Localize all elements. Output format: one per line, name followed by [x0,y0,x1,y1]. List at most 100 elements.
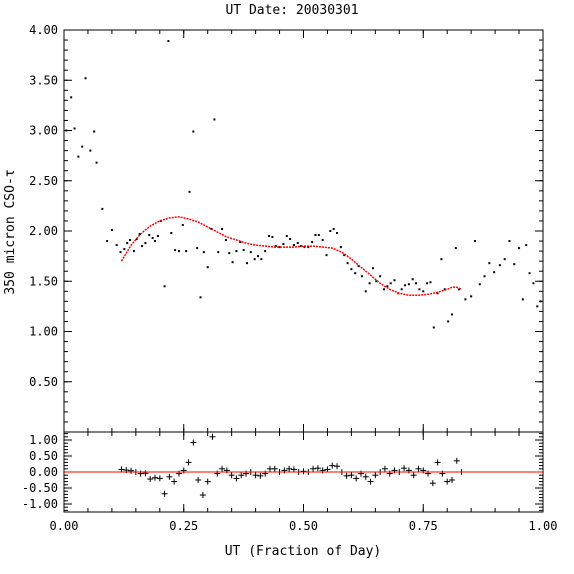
residual-point [233,475,240,482]
data-point [77,155,80,158]
residual-point [401,465,408,472]
residual-point [381,465,388,472]
data-point [151,237,154,240]
data-point [249,251,252,254]
data-point [196,247,199,250]
residual-point [362,473,369,480]
residual-point [429,480,436,487]
data-point [221,227,224,230]
data-point [336,232,339,235]
residual-point [348,472,355,479]
data-point [317,234,320,237]
residual-point [209,433,216,440]
data-point [357,265,360,268]
main-plot-panel: 0.50 1.00 1.50 2.00 2.50 3.00 3.50 4.00 [29,23,544,433]
data-point [364,290,367,293]
data-point [84,77,87,80]
data-point [260,258,263,261]
data-point [371,267,374,270]
y-tick-label: 1.00 [29,325,58,339]
data-point [289,238,292,241]
data-point [432,326,435,329]
data-point [282,243,285,246]
data-point [163,285,166,288]
y-tick-label: 1.50 [29,274,58,288]
data-point [181,223,184,226]
x-tick-label: 0.75 [409,519,438,533]
data-point [379,275,382,278]
data-point [354,272,357,275]
x-tick-label: 0.25 [169,519,198,533]
residual-point [195,477,202,483]
data-point [440,258,443,261]
x-tick-label: 1.00 [529,519,558,533]
data-point [148,234,151,237]
data-point [129,239,132,242]
data-point [185,250,188,253]
y-tick-label: 0.50 [29,375,58,389]
residual-point [415,465,422,472]
residual-point [310,465,317,472]
residual-point [152,474,159,481]
data-point [115,244,118,247]
data-point [478,283,481,286]
data-point [332,227,335,230]
data-point [521,298,524,301]
data-point [429,281,432,284]
data-point [126,242,129,245]
y-tick-label: 0.00 [29,465,58,479]
data-point [132,250,135,253]
data-point [239,241,242,244]
data-point [422,290,425,293]
residual-point [453,457,460,464]
data-point [311,241,314,244]
data-point [458,288,461,291]
data-point [81,145,84,148]
data-point [400,288,403,291]
fit-curve [120,216,462,297]
residual-point [185,459,192,466]
y-axis-label: 350 micron CSO-τ [3,169,18,294]
data-point [303,246,306,249]
data-point [245,262,248,265]
data-point [271,236,274,239]
data-point [202,251,205,254]
data-point [213,118,216,121]
y-tick-label: 3.50 [29,73,58,87]
data-point [407,283,410,286]
residual-point [118,466,125,473]
chart-title: UT Date: 20030301 [225,3,358,18]
data-point [256,255,259,258]
residual-point [199,492,206,499]
data-point [488,262,491,265]
x-axis-label: UT (Fraction of Day) [225,544,382,559]
residual-point [343,472,350,479]
data-point [174,249,177,252]
data-point [65,129,68,132]
data-point [483,275,486,278]
residual-point [142,470,149,477]
residual-point [228,472,235,479]
residual-point [314,465,321,472]
y-tick-label: 1.00 [29,433,58,447]
residual-point [271,465,278,472]
data-point [188,190,191,193]
data-point [404,284,407,287]
data-point [177,250,180,253]
data-point [513,263,516,266]
residual-point [219,465,226,472]
data-point [278,246,281,249]
residual-point [434,459,441,466]
data-point [426,282,429,285]
data-point [503,258,506,261]
residual-point [128,467,135,474]
residual-point [161,490,168,497]
data-point [89,149,92,152]
data-point [321,239,324,242]
residual-plot-panel: -1.00 -0.50 0.00 0.50 1.00 0.00 0.25 0.50 0.75 1.… [22,431,558,533]
data-point [450,313,453,316]
y-tick-label: 4.00 [29,23,58,37]
data-point [144,242,147,245]
data-point [418,288,421,291]
